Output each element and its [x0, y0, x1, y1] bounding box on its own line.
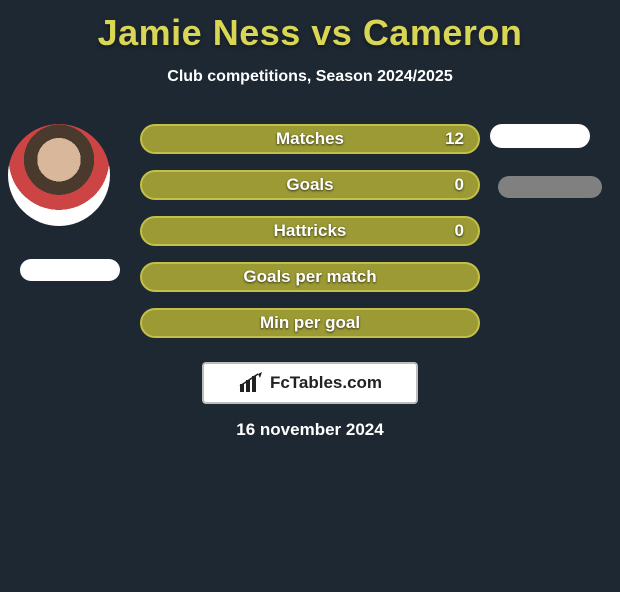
comparison-chart: Matches 12 Goals 0 Hattricks 0 Goals per match… — [0, 124, 620, 414]
bar-row: Min per goal — [140, 308, 480, 338]
bar-label: Matches — [276, 129, 344, 149]
page-title: Jamie Ness vs Cameron — [0, 12, 620, 54]
pill-right-top — [490, 124, 590, 148]
bar-label: Hattricks — [274, 221, 347, 241]
bar-value: 12 — [445, 129, 464, 149]
bar-value: 0 — [455, 175, 464, 195]
bar-row: Matches 12 — [140, 124, 480, 154]
bar-label: Min per goal — [260, 313, 360, 333]
pill-right-bottom — [498, 176, 602, 198]
player-avatar-left — [8, 124, 110, 226]
bar-label: Goals — [286, 175, 333, 195]
subtitle: Club competitions, Season 2024/2025 — [0, 68, 620, 86]
bar-row: Goals per match — [140, 262, 480, 292]
bar-row: Hattricks 0 — [140, 216, 480, 246]
bar-row: Goals 0 — [140, 170, 480, 200]
bars-container: Matches 12 Goals 0 Hattricks 0 Goals per match… — [140, 124, 480, 354]
date-line: 16 november 2024 — [0, 420, 620, 440]
bar-value: 0 — [455, 221, 464, 241]
bar-label: Goals per match — [243, 267, 376, 287]
pill-left — [20, 259, 120, 281]
